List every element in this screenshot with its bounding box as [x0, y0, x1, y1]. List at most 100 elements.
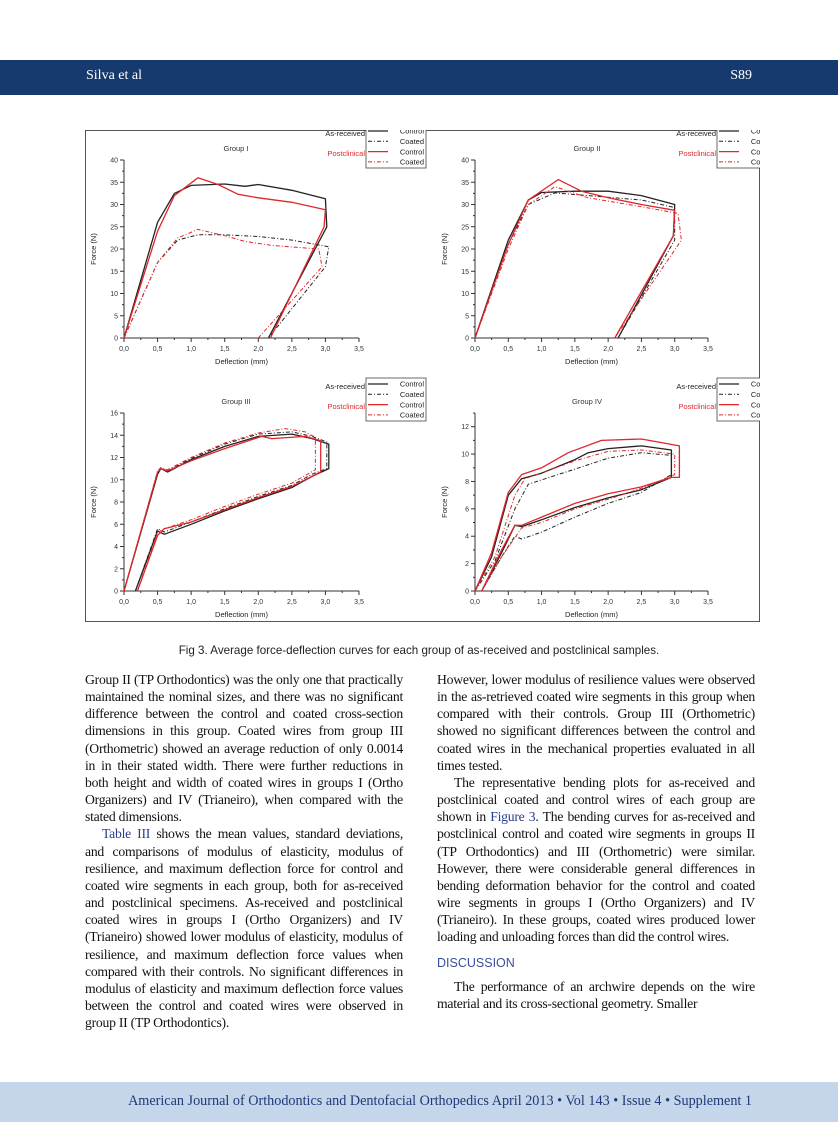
legend-entry: Control [400, 380, 425, 389]
x-tick-label: 2,0 [253, 599, 263, 606]
y-tick-label: 2 [465, 561, 469, 568]
x-tick-label: 2,0 [603, 346, 613, 353]
y-tick-label: 10 [110, 477, 118, 484]
legend-entry: Control [400, 400, 425, 409]
y-tick-label: 0 [114, 589, 118, 596]
legend-group-label: Postclinical [327, 149, 365, 158]
series-line-2 [474, 452, 672, 592]
y-tick-label: 0 [114, 336, 118, 343]
x-axis-label: Deflection (mm) [215, 357, 268, 366]
legend-entry: Coated [751, 158, 760, 167]
paragraph: However, lower modulus of resilience val… [437, 672, 755, 773]
legend-group-label: Postclinical [327, 402, 365, 411]
legend-group-label: As-received [676, 130, 716, 138]
legend-box [365, 130, 427, 169]
y-tick-label: 16 [110, 411, 118, 418]
chart-panel-3: 0,0 0,5 1,0 1,5 2,0 2,5 3,0 3,5 0 2 4 6 8 10 12 14 16 Def… [89, 377, 427, 619]
panel-title: Group I [223, 144, 248, 153]
section-heading: DISCUSSION [437, 955, 515, 970]
x-tick-label: 0,5 [503, 599, 513, 606]
y-tick-label: 40 [461, 158, 469, 165]
series-line-4 [474, 186, 682, 339]
series-line-4 [474, 449, 676, 592]
y-tick-label: 30 [110, 202, 118, 209]
paragraph: Group II (TP Orthodontics) was the only … [85, 672, 403, 825]
x-tick-label: 1,5 [570, 599, 580, 606]
figure-3: 0,0 0,5 1,0 1,5 2,0 2,5 3,0 3,5 0 5 10 15 20 25 30 35 40… [85, 130, 760, 622]
x-tick-label: 0,5 [153, 599, 163, 606]
x-tick-label: 1,0 [186, 346, 196, 353]
legend-group-label: As-received [325, 130, 365, 138]
panel-title: Group II [573, 144, 600, 153]
x-tick-label: 1,0 [186, 599, 196, 606]
x-axis-label: Deflection (mm) [215, 610, 268, 619]
paragraph: The performance of an archwire depends o… [437, 978, 755, 1011]
legend-box [365, 377, 427, 422]
chart-panel-1: 0,0 0,5 1,0 1,5 2,0 2,5 3,0 3,5 0 5 10 15 20 25 30 35 40… [89, 130, 427, 366]
y-tick-label: 10 [461, 291, 469, 298]
running-header: Silva et al S89 [0, 60, 838, 95]
legend-entry: Coated [751, 390, 760, 399]
series-line-1 [123, 433, 330, 592]
y-tick-label: 12 [461, 424, 469, 431]
y-tick-label: 4 [114, 544, 118, 551]
legend-entry: Coated [751, 137, 760, 146]
running-head: Silva et al [86, 68, 142, 83]
y-tick-label: 8 [465, 479, 469, 486]
x-tick-label: 1,5 [570, 346, 580, 353]
figure-caption: Fig 3. Average force-deflection curves f… [178, 644, 660, 657]
x-tick-label: 0,0 [470, 599, 480, 606]
series-line-3 [474, 438, 681, 592]
x-axis-label: Deflection (mm) [565, 357, 618, 366]
y-axis-label: Force (N) [440, 486, 449, 518]
y-tick-label: 40 [110, 158, 118, 165]
series-line-3 [123, 435, 322, 592]
series-line-3 [123, 177, 327, 339]
x-tick-label: 0,5 [503, 346, 513, 353]
y-tick-label: 12 [110, 455, 118, 462]
y-tick-label: 6 [465, 506, 469, 513]
y-axis-label: Force (N) [440, 233, 449, 265]
legend-group-label: As-received [325, 382, 365, 391]
y-tick-label: 25 [110, 224, 118, 231]
x-tick-label: 3,5 [703, 599, 713, 606]
y-tick-label: 20 [110, 247, 118, 254]
body-right-column: However, lower modulus of resilience val… [437, 671, 755, 1012]
y-tick-label: 0 [465, 336, 469, 343]
x-tick-label: 3,5 [354, 346, 364, 353]
paragraph-text: . The bending curves for as-received and… [437, 809, 755, 945]
y-tick-label: 15 [110, 269, 118, 276]
legend-entry: Control [751, 130, 760, 136]
x-tick-label: 2,0 [603, 599, 613, 606]
paragraph: The representative bending plots for as-… [437, 774, 755, 946]
series-line-2 [123, 234, 330, 339]
series-line-1 [474, 190, 676, 339]
x-tick-label: 2,5 [637, 599, 647, 606]
x-tick-label: 3,0 [670, 599, 680, 606]
legend-box [716, 377, 760, 422]
y-tick-label: 14 [110, 433, 118, 440]
x-tick-label: 3,0 [321, 599, 331, 606]
y-tick-label: 20 [461, 247, 469, 254]
y-tick-label: 2 [114, 566, 118, 573]
series-line-4 [123, 228, 323, 339]
y-tick-label: 8 [114, 500, 118, 507]
figure-link[interactable]: Figure 3 [490, 809, 536, 825]
x-tick-label: 0,0 [470, 346, 480, 353]
paragraph-text: shows the mean values, standard deviatio… [85, 826, 403, 1031]
legend-entry: Control [751, 147, 760, 156]
x-tick-label: 1,5 [220, 599, 230, 606]
journal-citation: American Journal of Orthodontics and Den… [128, 1093, 752, 1109]
x-tick-label: 2,5 [637, 346, 647, 353]
x-tick-label: 3,5 [703, 346, 713, 353]
x-tick-label: 3,0 [321, 346, 331, 353]
panel-title: Group III [221, 397, 250, 406]
x-tick-label: 1,5 [220, 346, 230, 353]
table-link[interactable]: Table III [102, 826, 151, 842]
x-tick-label: 0,0 [119, 599, 129, 606]
y-tick-label: 5 [465, 313, 469, 320]
figure-plots: 0,0 0,5 1,0 1,5 2,0 2,5 3,0 3,50510152025303540… [89, 130, 760, 619]
y-tick-label: 25 [461, 224, 469, 231]
body-left-column: Group II (TP Orthodontics) was the only … [85, 671, 403, 1031]
journal-footer: American Journal of Orthodontics and Den… [0, 1082, 838, 1122]
